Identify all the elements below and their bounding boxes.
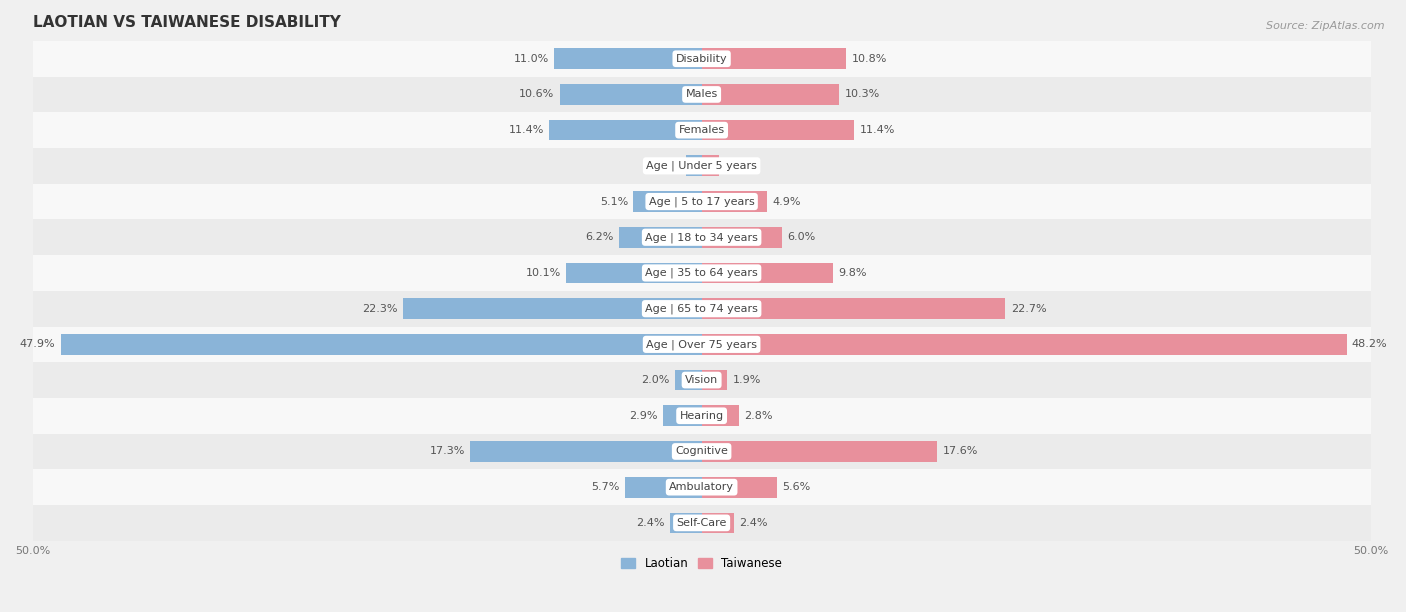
Text: 5.6%: 5.6% <box>782 482 810 492</box>
Text: 11.0%: 11.0% <box>513 54 550 64</box>
Text: 22.7%: 22.7% <box>1011 304 1046 314</box>
Text: 11.4%: 11.4% <box>859 125 894 135</box>
Text: Hearing: Hearing <box>679 411 724 421</box>
Text: 5.1%: 5.1% <box>600 196 628 207</box>
Legend: Laotian, Taiwanese: Laotian, Taiwanese <box>616 553 787 575</box>
Text: LAOTIAN VS TAIWANESE DISABILITY: LAOTIAN VS TAIWANESE DISABILITY <box>32 15 340 30</box>
Bar <box>675 370 702 390</box>
Bar <box>554 48 702 69</box>
Bar <box>470 441 702 462</box>
Bar <box>32 327 1371 362</box>
Text: 10.1%: 10.1% <box>526 268 561 278</box>
Bar <box>32 76 1371 112</box>
Bar <box>702 370 727 390</box>
Text: Age | Under 5 years: Age | Under 5 years <box>647 160 756 171</box>
Text: Age | Over 75 years: Age | Over 75 years <box>647 339 756 349</box>
Bar <box>32 184 1371 219</box>
Bar <box>32 505 1371 541</box>
Bar <box>32 469 1371 505</box>
Bar <box>550 120 702 141</box>
Text: 1.2%: 1.2% <box>652 161 681 171</box>
Text: 4.9%: 4.9% <box>772 196 801 207</box>
Text: Disability: Disability <box>676 54 727 64</box>
Bar <box>702 227 782 248</box>
Text: 48.2%: 48.2% <box>1353 340 1388 349</box>
Text: 6.2%: 6.2% <box>585 232 613 242</box>
Text: Males: Males <box>686 89 717 99</box>
Bar <box>662 405 702 426</box>
Text: 2.4%: 2.4% <box>740 518 768 528</box>
Bar <box>669 512 702 533</box>
Bar <box>702 155 718 176</box>
Text: 10.6%: 10.6% <box>519 89 554 99</box>
Bar <box>32 148 1371 184</box>
Bar <box>702 120 855 141</box>
Text: 2.0%: 2.0% <box>641 375 669 385</box>
Text: 47.9%: 47.9% <box>20 340 55 349</box>
Bar <box>32 255 1371 291</box>
Bar <box>702 477 776 498</box>
Text: 11.4%: 11.4% <box>509 125 544 135</box>
Bar <box>702 441 938 462</box>
Text: 10.8%: 10.8% <box>852 54 887 64</box>
Bar <box>32 219 1371 255</box>
Bar <box>702 84 839 105</box>
Text: Vision: Vision <box>685 375 718 385</box>
Text: 22.3%: 22.3% <box>363 304 398 314</box>
Text: Self-Care: Self-Care <box>676 518 727 528</box>
Text: Age | 65 to 74 years: Age | 65 to 74 years <box>645 304 758 314</box>
Bar <box>404 298 702 319</box>
Text: 2.9%: 2.9% <box>628 411 658 421</box>
Bar <box>702 48 846 69</box>
Text: Females: Females <box>679 125 724 135</box>
Text: Age | 5 to 17 years: Age | 5 to 17 years <box>648 196 755 207</box>
Text: Source: ZipAtlas.com: Source: ZipAtlas.com <box>1267 21 1385 31</box>
Text: 5.7%: 5.7% <box>592 482 620 492</box>
Bar <box>32 398 1371 434</box>
Bar <box>702 334 1347 355</box>
Text: 2.4%: 2.4% <box>636 518 664 528</box>
Text: 17.6%: 17.6% <box>942 447 977 457</box>
Text: Ambulatory: Ambulatory <box>669 482 734 492</box>
Bar <box>702 263 832 283</box>
Text: 9.8%: 9.8% <box>838 268 866 278</box>
Text: 2.8%: 2.8% <box>744 411 773 421</box>
Bar <box>32 362 1371 398</box>
Bar <box>702 512 734 533</box>
Text: Age | 35 to 64 years: Age | 35 to 64 years <box>645 267 758 278</box>
Bar <box>626 477 702 498</box>
Bar <box>32 112 1371 148</box>
Bar <box>32 291 1371 327</box>
Bar <box>702 405 740 426</box>
Bar <box>32 434 1371 469</box>
Bar <box>702 191 768 212</box>
Text: Age | 18 to 34 years: Age | 18 to 34 years <box>645 232 758 242</box>
Bar <box>702 298 1005 319</box>
Text: 1.9%: 1.9% <box>733 375 761 385</box>
Bar <box>619 227 702 248</box>
Bar <box>560 84 702 105</box>
Bar <box>633 191 702 212</box>
Text: 6.0%: 6.0% <box>787 232 815 242</box>
Text: 17.3%: 17.3% <box>429 447 465 457</box>
Text: Cognitive: Cognitive <box>675 447 728 457</box>
Bar <box>567 263 702 283</box>
Bar <box>60 334 702 355</box>
Text: 1.3%: 1.3% <box>724 161 752 171</box>
Bar <box>32 41 1371 76</box>
Text: 10.3%: 10.3% <box>845 89 880 99</box>
Bar <box>686 155 702 176</box>
